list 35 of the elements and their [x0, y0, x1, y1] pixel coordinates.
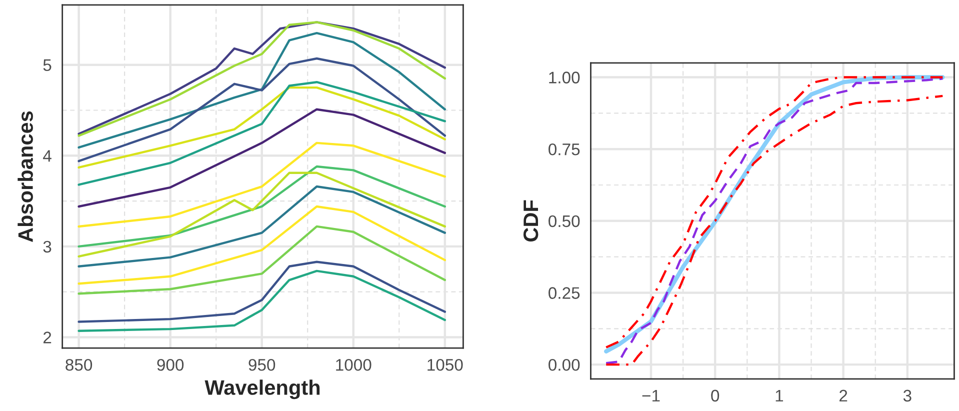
line-series — [78, 80, 446, 186]
line-series — [78, 260, 446, 323]
y-tick-label: 0.25 — [548, 287, 580, 299]
x-tick-label: 1 — [776, 390, 784, 402]
line-series — [78, 185, 446, 268]
x-axis-title: Wavelength — [204, 380, 320, 400]
y-tick-label: 5 — [43, 59, 52, 72]
line-series — [78, 142, 446, 228]
line-series — [78, 270, 446, 332]
y-tick-label: 0.50 — [548, 215, 580, 228]
line-series — [78, 86, 446, 169]
line-series — [78, 108, 446, 208]
x-tick-label: 3 — [903, 390, 912, 402]
y-axis-title: CDF — [523, 200, 538, 242]
x-tick-label: 900 — [157, 358, 184, 371]
y-tick-label: 0.00 — [548, 358, 580, 371]
x-tick-label: −1 — [642, 390, 660, 402]
x-tick-label: 0 — [711, 390, 720, 402]
line-series — [78, 225, 446, 295]
y-tick-label: 1.00 — [549, 72, 580, 84]
line-series — [78, 205, 446, 285]
y-axis-title: Absorbances — [18, 111, 33, 242]
line-series — [78, 32, 446, 149]
line-series — [78, 57, 446, 162]
x-tick-label: 850 — [66, 358, 92, 371]
line-series — [78, 172, 446, 258]
y-tick-label: 0.75 — [548, 143, 580, 156]
y-tick-label: 4 — [43, 150, 52, 162]
line-series — [78, 165, 446, 248]
x-tick-label: 950 — [248, 358, 276, 371]
x-tick-label: 1000 — [336, 358, 372, 371]
x-tick-label: 2 — [840, 390, 848, 402]
y-tick-label: 2 — [43, 332, 52, 344]
x-tick-label: 1050 — [428, 358, 463, 371]
y-tick-label: 3 — [43, 240, 52, 253]
